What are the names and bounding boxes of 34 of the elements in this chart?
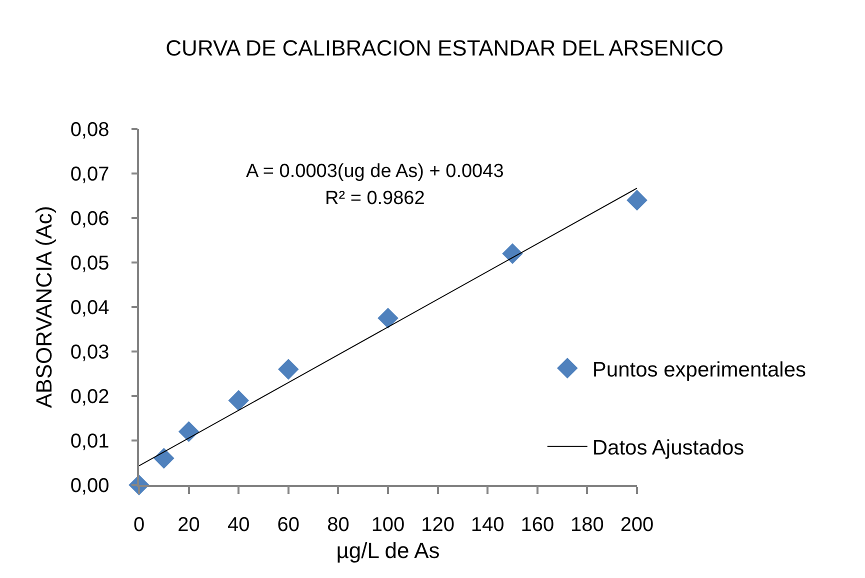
point xyxy=(378,308,398,329)
x-tick-label: 160 xyxy=(520,514,554,536)
y-tick-label: 0,05 xyxy=(70,252,110,274)
x-tick-label: 0 xyxy=(133,514,145,536)
y-tick-label: 0,02 xyxy=(70,386,110,408)
x-tick-label: 200 xyxy=(620,514,654,536)
legend-label: Puntos experimentales xyxy=(592,358,806,382)
legend-label: Datos Ajustados xyxy=(592,436,744,460)
x-tick-label: 20 xyxy=(178,514,200,536)
annotation: R² = 0.9862 xyxy=(325,188,425,209)
y-tick-label: 0,03 xyxy=(70,342,110,364)
y-tick-label: 0,04 xyxy=(70,297,110,319)
x-tick-label: 100 xyxy=(371,514,405,536)
annotation: A = 0.0003(ug de As) + 0.0043 xyxy=(246,161,504,182)
y-tick-label: 0,01 xyxy=(70,430,110,452)
chart-title: CURVA DE CALIBRACION ESTANDAR DEL ARSENICO xyxy=(166,36,724,61)
x-tick-label: 80 xyxy=(327,514,350,536)
y-axis-title: ABSORVANCIA (Ac) xyxy=(32,206,57,408)
x-tick-label: 60 xyxy=(277,514,300,536)
point xyxy=(626,190,648,211)
y-tick-label: 0,00 xyxy=(70,475,110,497)
point xyxy=(154,448,174,469)
y-tick-label: 0,06 xyxy=(70,208,110,230)
x-tick-label: 140 xyxy=(470,514,504,536)
y-tick-label: 0,08 xyxy=(70,119,110,141)
x-tick-label: 180 xyxy=(570,514,604,536)
point xyxy=(502,243,523,264)
point xyxy=(178,421,200,442)
x-axis-title: µg/L de As xyxy=(336,538,440,564)
x-tick-label: 120 xyxy=(421,514,454,536)
point xyxy=(228,390,249,411)
x-tick-label: 40 xyxy=(227,514,250,536)
y-tick-label: 0,07 xyxy=(70,164,110,186)
point xyxy=(278,358,299,380)
